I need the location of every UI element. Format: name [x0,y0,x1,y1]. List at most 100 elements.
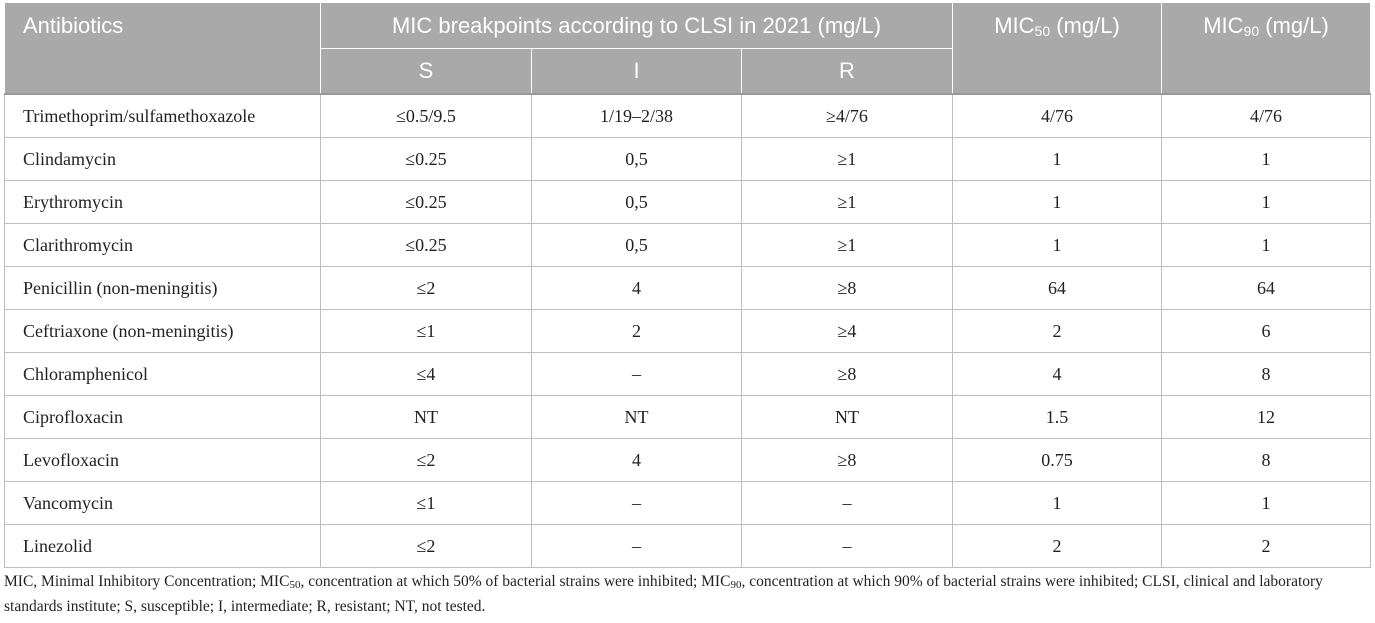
table-row: Penicillin (non-meningitis) ≤2 4 ≥8 64 6… [4,266,1371,310]
header-mic90-unit: (mg/L) [1259,13,1329,38]
cell-i: 2 [531,309,742,353]
cell-r: – [741,524,953,568]
cell-i: 0,5 [531,180,742,224]
cell-mic90: 2 [1161,524,1371,568]
cell-antibiotic: Trimethoprim/sulfamethoxazole [4,93,321,138]
cell-i: – [531,524,742,568]
cell-s: ≤4 [320,352,532,396]
mic-table-container: Antibiotics MIC breakpoints according to… [4,3,1371,568]
cell-r: NT [741,395,953,439]
table-row: Chloramphenicol ≤4 – ≥8 4 8 [4,352,1371,396]
header-antibiotics: Antibiotics [4,3,321,95]
cell-r: ≥1 [741,137,953,181]
cell-i: 0,5 [531,223,742,267]
cell-i: – [531,352,742,396]
cell-r: – [741,481,953,525]
cell-r: ≥8 [741,438,953,482]
cell-mic90: 64 [1161,266,1371,310]
cell-r: ≥4/76 [741,93,953,138]
cell-mic90: 6 [1161,309,1371,353]
cell-mic50: 1 [952,137,1162,181]
cell-mic50: 1 [952,223,1162,267]
cell-s: ≤0.25 [320,223,532,267]
mic-table: Antibiotics MIC breakpoints according to… [4,3,1371,568]
cell-mic90: 4/76 [1161,93,1371,138]
footnote-sub-90: 90 [730,579,742,591]
header-s: S [320,48,532,95]
cell-mic90: 1 [1161,223,1371,267]
cell-mic50: 1 [952,180,1162,224]
cell-mic90: 8 [1161,438,1371,482]
header-mic50: MIC50 (mg/L) [952,3,1162,95]
cell-i: NT [531,395,742,439]
cell-antibiotic: Ciprofloxacin [4,395,321,439]
cell-r: ≥1 [741,223,953,267]
cell-antibiotic: Chloramphenicol [4,352,321,396]
header-mic50-main: MIC [994,13,1035,38]
cell-mic90: 8 [1161,352,1371,396]
cell-mic50: 0.75 [952,438,1162,482]
header-mic50-sub: 50 [1034,23,1051,39]
cell-mic50: 1.5 [952,395,1162,439]
cell-mic90: 1 [1161,481,1371,525]
cell-r: ≥4 [741,309,953,353]
cell-s: ≤1 [320,309,532,353]
cell-mic90: 1 [1161,137,1371,181]
cell-mic50: 4/76 [952,93,1162,138]
cell-s: ≤0.25 [320,180,532,224]
table-row: Vancomycin ≤1 – – 1 1 [4,481,1371,525]
cell-mic90: 1 [1161,180,1371,224]
cell-r: ≥8 [741,352,953,396]
footnote-part-1: MIC, Minimal Inhibitory Concentration; M… [4,573,290,590]
cell-r: ≥8 [741,266,953,310]
header-mic90: MIC90 (mg/L) [1161,3,1371,95]
cell-i: 4 [531,438,742,482]
cell-s: ≤2 [320,266,532,310]
cell-r: ≥1 [741,180,953,224]
cell-antibiotic: Penicillin (non-meningitis) [4,266,321,310]
header-mic90-main: MIC [1203,13,1244,38]
footnote-part-2: , concentration at which 50% of bacteria… [300,573,731,590]
cell-mic50: 4 [952,352,1162,396]
cell-mic50: 2 [952,524,1162,568]
cell-mic50: 1 [952,481,1162,525]
cell-antibiotic: Erythromycin [4,180,321,224]
cell-s: ≤0.5/9.5 [320,93,532,138]
table-row: Erythromycin ≤0.25 0,5 ≥1 1 1 [4,180,1371,224]
cell-i: 0,5 [531,137,742,181]
table-row: Linezolid ≤2 – – 2 2 [4,524,1371,568]
cell-i: 1/19–2/38 [531,93,742,138]
footnote-part-3: , concentration at which 90% of bacteria… [4,573,1323,615]
header-mic50-unit: (mg/L) [1050,13,1120,38]
table-row: Clarithromycin ≤0.25 0,5 ≥1 1 1 [4,223,1371,267]
cell-s: ≤1 [320,481,532,525]
cell-antibiotic: Vancomycin [4,481,321,525]
table-header: Antibiotics MIC breakpoints according to… [4,3,1371,95]
cell-mic50: 64 [952,266,1162,310]
cell-antibiotic: Ceftriaxone (non-meningitis) [4,309,321,353]
table-row: Trimethoprim/sulfamethoxazole ≤0.5/9.5 1… [4,93,1371,138]
cell-i: – [531,481,742,525]
table-row: Ciprofloxacin NT NT NT 1.5 12 [4,395,1371,439]
cell-antibiotic: Levofloxacin [4,438,321,482]
table-row: Levofloxacin ≤2 4 ≥8 0.75 8 [4,438,1371,482]
header-mic90-sub: 90 [1243,23,1260,39]
table-body: Trimethoprim/sulfamethoxazole ≤0.5/9.5 1… [4,93,1371,568]
cell-i: 4 [531,266,742,310]
cell-s: ≤2 [320,438,532,482]
table-row: Clindamycin ≤0.25 0,5 ≥1 1 1 [4,137,1371,181]
cell-antibiotic: Clindamycin [4,137,321,181]
table-row: Ceftriaxone (non-meningitis) ≤1 2 ≥4 2 6 [4,309,1371,353]
header-breakpoints: MIC breakpoints according to CLSI in 202… [320,3,953,49]
cell-antibiotic: Linezolid [4,524,321,568]
footnote-sub-50: 50 [289,579,301,591]
header-i: I [531,48,742,95]
header-r: R [741,48,953,95]
cell-s: NT [320,395,532,439]
cell-s: ≤0.25 [320,137,532,181]
cell-mic90: 12 [1161,395,1371,439]
table-footnote: MIC, Minimal Inhibitory Concentration; M… [4,571,1370,618]
cell-s: ≤2 [320,524,532,568]
cell-antibiotic: Clarithromycin [4,223,321,267]
cell-mic50: 2 [952,309,1162,353]
